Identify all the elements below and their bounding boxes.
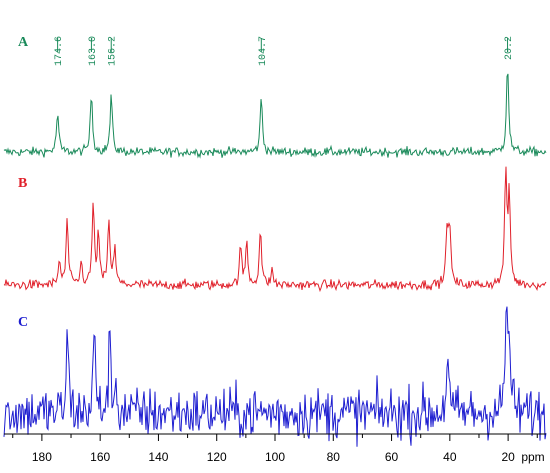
peak-label: 104.7 [258,36,269,66]
peak-annotation: 174.6 [54,36,65,66]
peak-label: 163.0 [88,36,99,66]
peak-annotation: 20.2 [504,36,515,60]
peak-annotation: 156.2 [108,36,119,66]
spectra-layer [3,73,547,447]
x-tick-label: 120 [207,450,227,464]
x-tick-label: 140 [148,450,168,464]
peak-label: 156.2 [108,36,119,66]
panel-label-a: A [18,35,29,50]
panel-label-b: B [18,176,27,191]
x-tick-label: 100 [265,450,285,464]
x-tick-label: 20 [501,450,515,464]
peak-label: 20.2 [504,36,515,60]
x-axis-label: ppm [521,450,544,464]
spectrum-a [3,73,547,159]
x-tick-label: 180 [32,450,52,464]
x-tick-label: 160 [90,450,110,464]
panel-label-layer: A B C [18,35,29,330]
x-tick-label: 80 [327,450,341,464]
spectrum-c [3,306,547,447]
peak-label: 174.6 [54,36,65,66]
x-axis: 180 160 140 120 100 80 60 40 20 [4,433,546,464]
peak-annotation: 104.7 [258,36,269,66]
x-tick-label: 40 [443,450,457,464]
x-tick-label: 60 [385,450,399,464]
peak-annotation: 163.0 [88,36,99,66]
peak-label-layer: 174.6 163.0 156.2 104.7 20.2 [54,36,515,66]
spectrum-b [3,166,547,293]
panel-label-c: C [18,315,28,330]
